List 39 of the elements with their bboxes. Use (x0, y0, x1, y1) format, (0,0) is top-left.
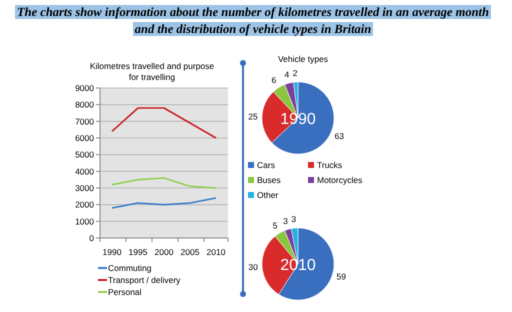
y-tick-label: 7000 (75, 116, 94, 126)
legend-label: Cars (257, 160, 275, 170)
data-label: 2 (292, 68, 298, 78)
data-label: 5 (272, 220, 278, 230)
data-label: 6 (272, 75, 277, 86)
data-label: 59 (336, 272, 346, 282)
line-series (111, 107, 217, 139)
x-tick-label: 1995 (128, 247, 148, 257)
y-tick-label: 0 (89, 233, 94, 243)
y-tick-label: 6000 (75, 133, 94, 143)
chart-title: Vehicle types (278, 54, 328, 64)
y-tick-label: 2000 (75, 200, 94, 210)
data-label: 63 (334, 130, 344, 141)
line-series (111, 177, 217, 189)
legend-label: Trucks (317, 160, 342, 170)
x-tick-label: 2010 (206, 247, 226, 257)
legend-label: Personal (108, 287, 142, 297)
x-tick-label: 2000 (154, 247, 174, 257)
y-tick-label: 4000 (75, 166, 94, 176)
y-tick-label: 5000 (75, 150, 94, 160)
chart-title: Kilometres travelled and purpose for travelling (90, 61, 214, 82)
legend-label: Buses (257, 175, 281, 185)
y-tick-label: 9000 (75, 83, 94, 93)
data-label: 3 (283, 216, 288, 226)
y-tick-label: 1000 (75, 216, 94, 226)
data-label: 4 (284, 69, 290, 80)
y-tick-label: 8000 (75, 100, 94, 110)
x-tick-label: 1990 (102, 247, 122, 257)
data-label: 25 (248, 112, 258, 122)
legend-label: Commuting (108, 263, 152, 273)
x-tick-label: 2005 (180, 247, 200, 257)
data-label: 3 (291, 214, 296, 224)
legend-label: Motorcycles (317, 175, 362, 185)
legend-label: Transport / delivery (108, 275, 182, 285)
text: The charts show information about the number of kilometres travelled in an average month and the distribution of vehicle types in Britain (15, 5, 491, 36)
line-series (111, 197, 217, 209)
legend-label: Other (257, 190, 278, 200)
data-label: 30 (248, 262, 258, 272)
y-tick-label: 3000 (75, 183, 94, 193)
